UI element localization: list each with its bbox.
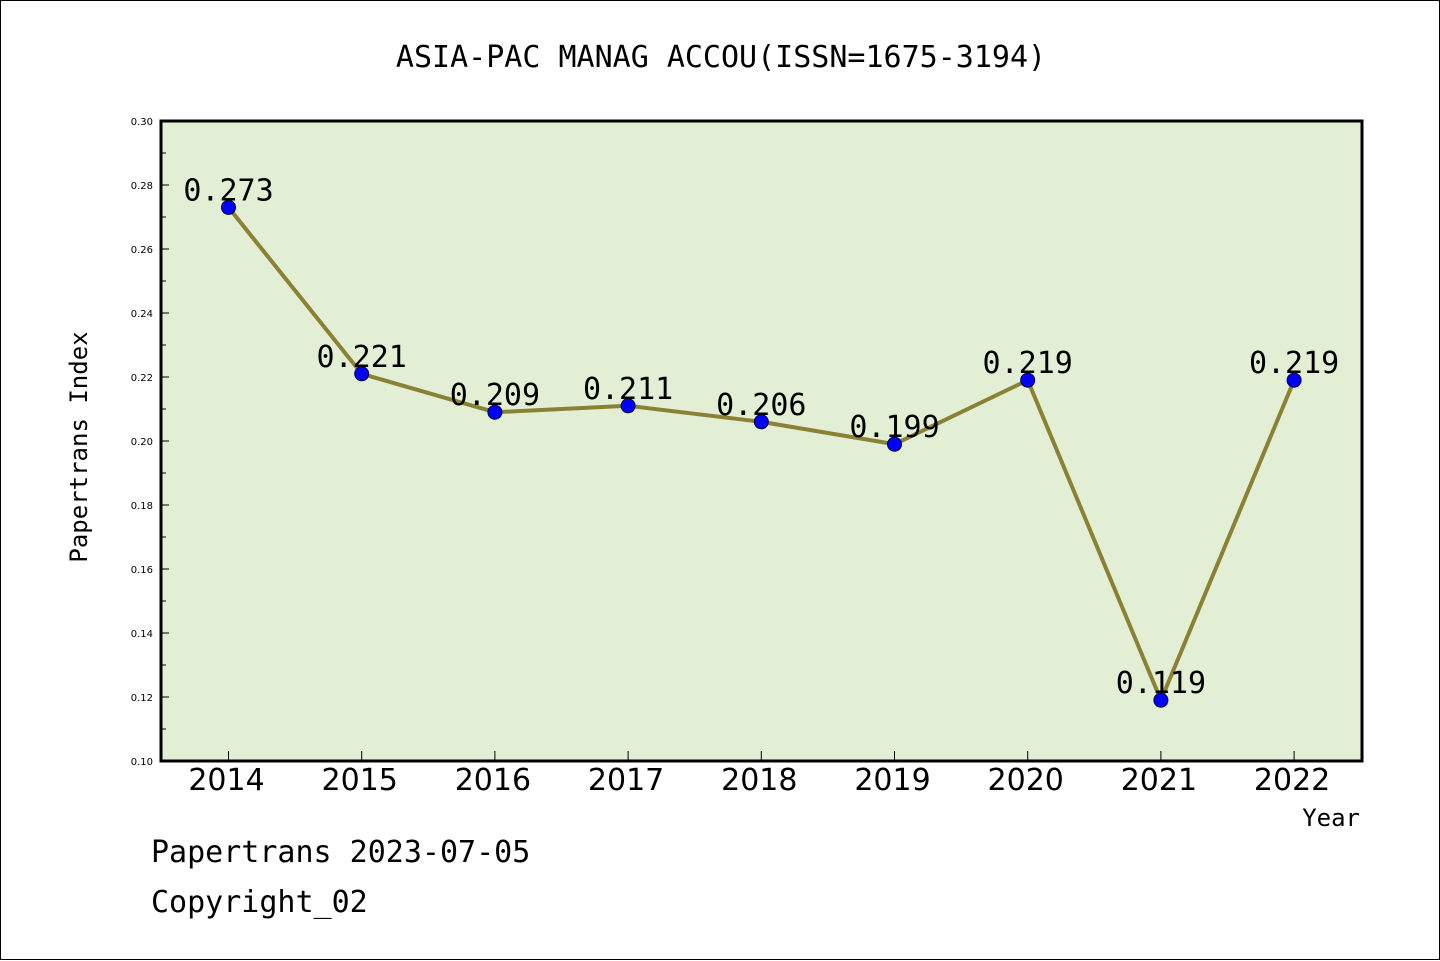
- y-tick-label: 0.12: [131, 693, 153, 704]
- y-tick-label: 0.16: [131, 565, 153, 576]
- y-tick-label: 0.20: [131, 437, 153, 448]
- data-point: [620, 398, 636, 414]
- y-axis-label: Papertrans Index: [65, 331, 93, 562]
- y-tick-label: 0.24: [131, 309, 153, 320]
- x-tick-label: 2015: [322, 763, 398, 798]
- data-label: 0.119: [1116, 666, 1206, 701]
- data-label: 0.211: [583, 372, 673, 407]
- data-point: [487, 404, 503, 420]
- data-label: 0.221: [317, 340, 407, 375]
- y-tick-label: 0.22: [131, 373, 153, 384]
- data-label: 0.219: [1249, 346, 1339, 381]
- y-tick-label: 0.14: [131, 629, 153, 640]
- x-tick-label: 2020: [988, 763, 1064, 798]
- y-tick-label: 0.10: [131, 757, 153, 768]
- data-point: [1020, 372, 1036, 388]
- x-tick-label: 2016: [455, 763, 531, 798]
- footer-copyright: Copyright_02: [151, 885, 368, 920]
- data-points-layer: [221, 199, 1302, 708]
- data-point: [887, 436, 902, 452]
- data-label: 0.199: [849, 410, 939, 445]
- x-axis-label: Year: [1302, 804, 1360, 832]
- data-label: 0.273: [183, 173, 273, 208]
- x-tick-label: 2014: [188, 763, 264, 798]
- x-tick-label: 2017: [588, 763, 664, 798]
- data-labels-layer: 0.273 0.221 0.209 0.211 0.206 0.199 0.219 0.119…: [183, 173, 1339, 701]
- chart-title: ASIA-PAC MANAG ACCOU(ISSN=1675-3194): [396, 40, 1046, 75]
- footer-date: Papertrans 2023-07-05: [151, 835, 531, 870]
- data-point: [1286, 372, 1302, 388]
- x-axis-ticks: 2014 2015 2016 2017 2018 2019 2020 2021 2022: [188, 751, 1330, 798]
- x-tick-label: 2019: [854, 763, 930, 798]
- data-point: [354, 366, 370, 382]
- y-axis-ticks: 0.10 0.12 0.14 0.16 0.18 0.20 0.22 0.24 0.26 0.28…: [131, 117, 169, 768]
- data-label: 0.206: [716, 388, 806, 423]
- data-point: [221, 199, 236, 215]
- data-label: 0.209: [450, 378, 540, 413]
- x-tick-label: 2021: [1121, 763, 1197, 798]
- plot-area: [161, 121, 1362, 761]
- y-tick-label: 0.26: [131, 245, 153, 256]
- data-point: [753, 414, 769, 430]
- data-label: 0.219: [983, 346, 1073, 381]
- x-tick-label: 2022: [1254, 763, 1330, 798]
- plot-border: [159, 119, 1364, 763]
- x-tick-label: 2018: [721, 763, 797, 798]
- y-tick-label: 0.30: [131, 117, 153, 128]
- y-tick-label: 0.28: [131, 181, 153, 192]
- y-tick-label: 0.18: [131, 501, 153, 512]
- data-point: [1153, 692, 1169, 708]
